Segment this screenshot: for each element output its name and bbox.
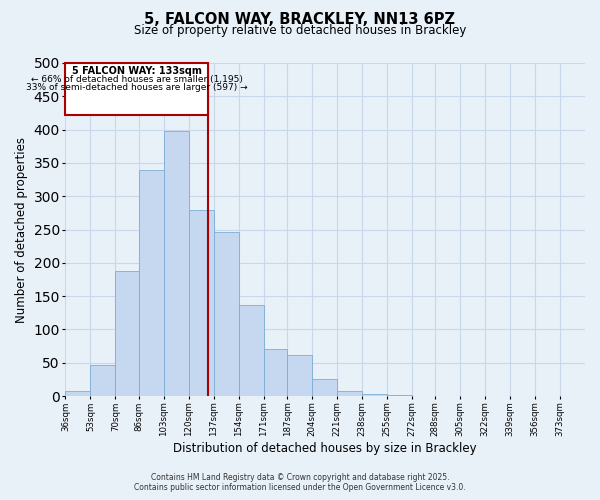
Text: ← 66% of detached houses are smaller (1,195): ← 66% of detached houses are smaller (1,… <box>31 75 242 84</box>
Bar <box>312 380 337 396</box>
Bar <box>263 350 287 396</box>
Bar <box>189 210 214 396</box>
Bar <box>362 394 387 396</box>
Bar <box>115 272 139 396</box>
Bar <box>164 131 189 396</box>
Bar <box>91 364 115 396</box>
Bar <box>287 354 312 396</box>
Bar <box>65 390 91 396</box>
Text: 5, FALCON WAY, BRACKLEY, NN13 6PZ: 5, FALCON WAY, BRACKLEY, NN13 6PZ <box>145 12 455 28</box>
Bar <box>214 232 239 396</box>
FancyBboxPatch shape <box>65 63 208 115</box>
Bar <box>239 305 263 396</box>
Bar <box>337 390 362 396</box>
Bar <box>139 170 164 396</box>
Text: 33% of semi-detached houses are larger (597) →: 33% of semi-detached houses are larger (… <box>26 83 247 92</box>
Text: Size of property relative to detached houses in Brackley: Size of property relative to detached ho… <box>134 24 466 37</box>
Text: Contains HM Land Registry data © Crown copyright and database right 2025.
Contai: Contains HM Land Registry data © Crown c… <box>134 473 466 492</box>
X-axis label: Distribution of detached houses by size in Brackley: Distribution of detached houses by size … <box>173 442 477 455</box>
Y-axis label: Number of detached properties: Number of detached properties <box>15 136 28 322</box>
Text: 5 FALCON WAY: 133sqm: 5 FALCON WAY: 133sqm <box>72 66 202 76</box>
